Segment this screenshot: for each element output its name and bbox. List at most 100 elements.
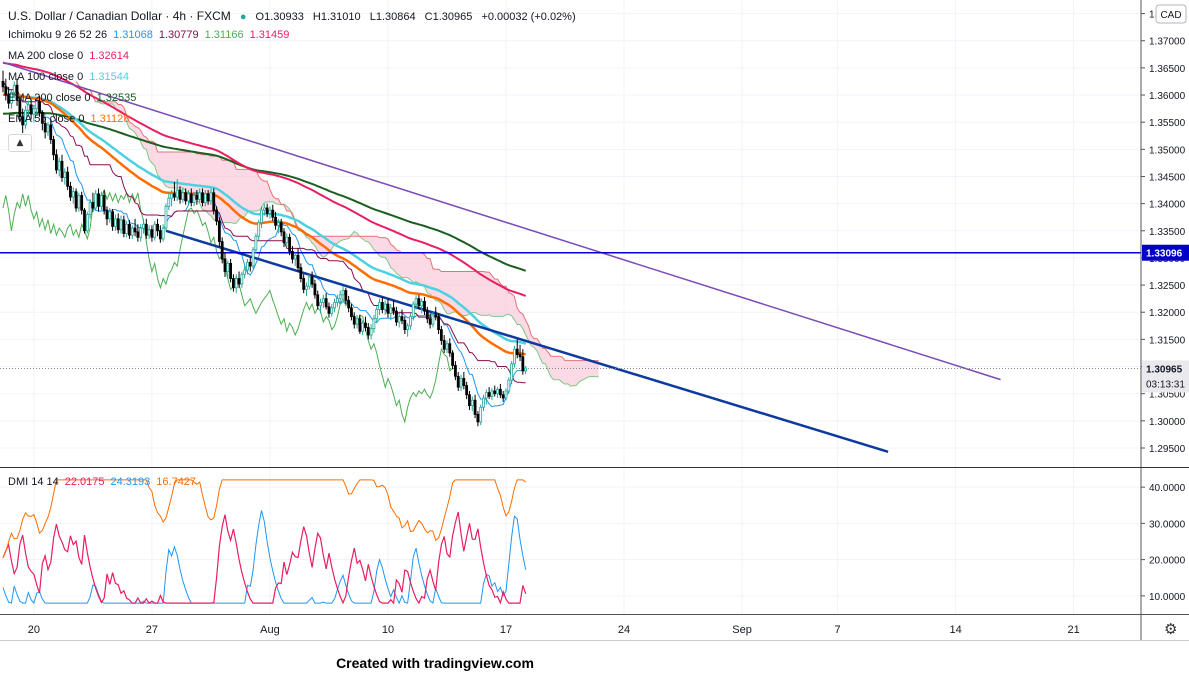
adx-line bbox=[2, 479, 527, 559]
candle-body bbox=[4, 86, 8, 96]
candle-body bbox=[119, 219, 123, 231]
candle-body bbox=[260, 209, 263, 224]
candle-body bbox=[257, 222, 261, 237]
resistance-trendline bbox=[2, 61, 1001, 381]
candle-body bbox=[291, 251, 294, 260]
indicator-value: 1.32614 bbox=[89, 50, 129, 62]
chevron-up-icon: ▲ bbox=[16, 138, 24, 148]
candle-body bbox=[7, 94, 11, 104]
dmi-y-tick-label: 30.0000 bbox=[1149, 519, 1186, 530]
dmi-value: 22.0175 bbox=[64, 476, 105, 488]
candle-body bbox=[459, 378, 463, 388]
indicator-legend-row[interactable]: EMA 200 close 0 1.32535 bbox=[8, 92, 142, 104]
indicator-legend-row[interactable]: EMA 55 close 0 1.31128 bbox=[8, 113, 135, 125]
candle-body bbox=[226, 262, 230, 272]
candle-body bbox=[324, 298, 328, 308]
candle-body bbox=[293, 254, 297, 260]
candle-body bbox=[66, 171, 70, 187]
candle-body bbox=[442, 340, 446, 350]
candle-body bbox=[175, 189, 179, 198]
candle-body bbox=[189, 193, 193, 203]
indicator-name: MA 200 close 0 bbox=[8, 50, 84, 62]
candle-body bbox=[366, 327, 370, 336]
grid-lines bbox=[0, 0, 1141, 614]
candle-body bbox=[392, 307, 395, 312]
candle-body bbox=[139, 227, 143, 238]
x-tick-label: 21 bbox=[1067, 624, 1079, 636]
candle-body bbox=[493, 390, 497, 395]
indicator-legend-row[interactable]: MA 200 close 0 1.32614 bbox=[8, 50, 135, 62]
candle-body bbox=[52, 139, 55, 156]
footer-credit: Created with tradingview.com bbox=[336, 655, 534, 671]
collapse-legend-button[interactable]: ▲ bbox=[8, 134, 32, 152]
candle-body bbox=[341, 290, 345, 296]
candle-body bbox=[271, 209, 275, 218]
indicator-value: 1.31128 bbox=[90, 113, 130, 125]
candle-body bbox=[338, 294, 342, 300]
candle-body bbox=[386, 303, 390, 314]
candle-body bbox=[487, 392, 491, 397]
candle-body bbox=[85, 214, 89, 232]
candle-body bbox=[378, 302, 381, 310]
candle-body bbox=[414, 298, 418, 305]
candle-body bbox=[158, 230, 162, 240]
y-tick-label: 1.31500 bbox=[1149, 335, 1186, 346]
candle-body bbox=[46, 124, 50, 133]
candle-body bbox=[217, 220, 221, 243]
candle-body bbox=[504, 390, 508, 399]
ohlc-close: C1.30965 bbox=[424, 11, 473, 23]
x-tick-label: 14 bbox=[949, 624, 961, 636]
candle-body bbox=[434, 314, 438, 317]
candle-body bbox=[501, 394, 505, 399]
candle-body bbox=[229, 262, 233, 279]
candle-body bbox=[428, 318, 432, 325]
candle-body bbox=[69, 185, 72, 198]
ma-200-line bbox=[2, 61, 527, 297]
candle-body bbox=[462, 378, 466, 386]
dmi-y-tick-label: 20.0000 bbox=[1149, 556, 1186, 567]
last-price-badge bbox=[1142, 360, 1189, 393]
candle-body bbox=[248, 261, 252, 267]
last-price-label: 1.30965 bbox=[1146, 364, 1183, 375]
candle-body bbox=[215, 209, 218, 222]
x-tick-label: 27 bbox=[146, 624, 158, 636]
candle-body bbox=[125, 223, 129, 234]
indicator-name: EMA 200 close 0 bbox=[8, 92, 91, 104]
dmi-y-tick-label: 40.0000 bbox=[1149, 483, 1186, 494]
candle-body bbox=[77, 195, 81, 209]
ohlc-high: H1.31010 bbox=[312, 11, 361, 23]
candle-body bbox=[375, 309, 379, 320]
candle-body bbox=[212, 192, 216, 211]
gear-icon[interactable]: ⚙ bbox=[1164, 620, 1178, 638]
candle-body bbox=[251, 249, 255, 267]
candle-body bbox=[133, 227, 137, 233]
candle-body bbox=[355, 318, 359, 325]
x-tick-label: 17 bbox=[500, 624, 512, 636]
candle-body bbox=[60, 160, 64, 178]
chikou-span-line bbox=[2, 188, 453, 424]
senkou-span-b-line bbox=[75, 81, 599, 362]
candle-body bbox=[97, 193, 100, 207]
candle-body bbox=[510, 363, 514, 381]
candle-body bbox=[142, 223, 145, 229]
ohlc-open: O1.30933 bbox=[255, 11, 304, 23]
dmi-minus-line bbox=[2, 511, 527, 605]
candle-body bbox=[302, 278, 306, 290]
y-tick-label: 1.35500 bbox=[1149, 118, 1186, 129]
candle-body bbox=[57, 160, 61, 171]
indicator-value: 1.31459 bbox=[249, 29, 290, 41]
candle-body bbox=[515, 348, 519, 355]
dmi-lines bbox=[2, 479, 527, 605]
x-tick-label: 10 bbox=[382, 624, 394, 636]
candle-body bbox=[203, 193, 207, 203]
candle-body bbox=[482, 397, 485, 408]
indicator-legend-row[interactable]: Ichimoku 9 26 52 26 1.31068 1.30779 1.31166… bbox=[8, 29, 295, 41]
candle-body bbox=[262, 207, 266, 211]
hline-price-badge bbox=[1142, 244, 1189, 261]
candle-body bbox=[479, 406, 483, 423]
indicator-legend-row[interactable]: MA 100 close 0 1.31544 bbox=[8, 71, 135, 83]
candle-body bbox=[170, 193, 174, 199]
symbol-title[interactable]: U.S. Dollar / Canadian Dollar · 4h · FXC… bbox=[8, 9, 231, 23]
candle-body bbox=[32, 108, 36, 115]
